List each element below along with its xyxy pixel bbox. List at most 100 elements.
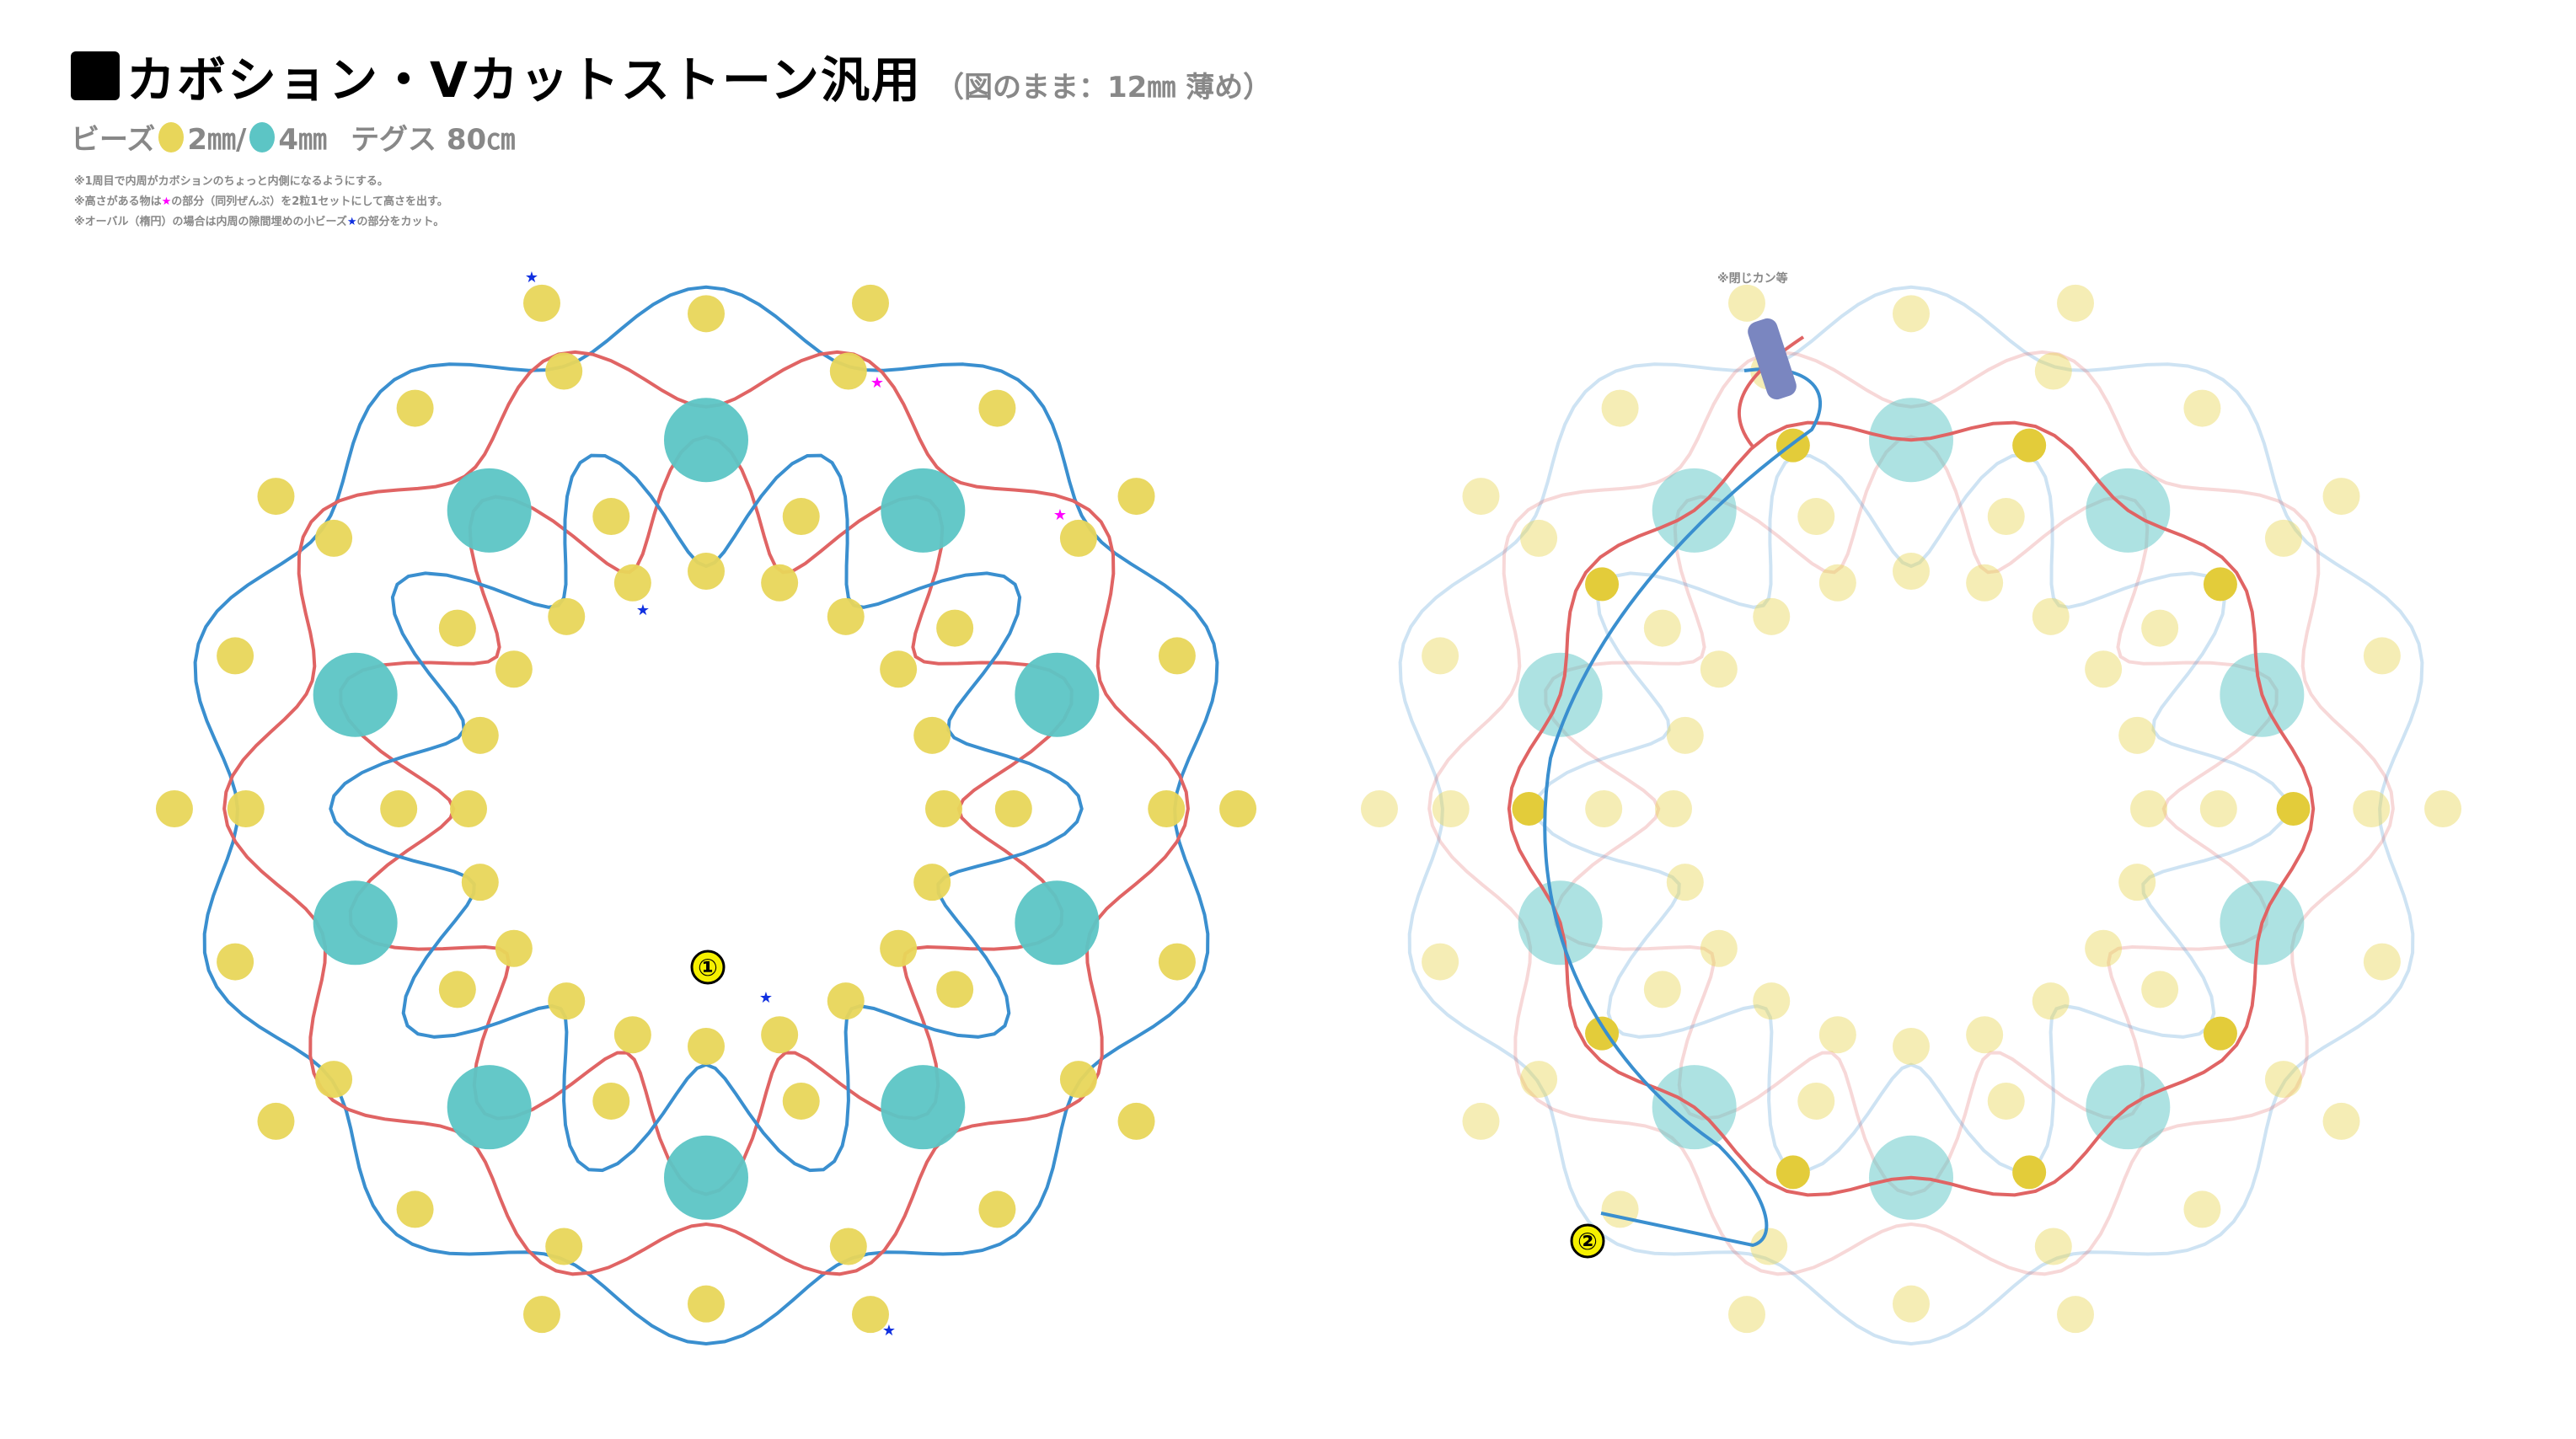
small-bead-swatch-icon — [158, 121, 185, 152]
small-bead — [688, 1285, 725, 1323]
small-bead — [2183, 1190, 2221, 1228]
small-bead — [1893, 1027, 1930, 1065]
small-bead — [1893, 1285, 1930, 1323]
small-bead — [880, 929, 918, 967]
small-bead — [1158, 637, 1196, 675]
small-bead — [1893, 553, 1930, 591]
small-bead — [2057, 284, 2095, 322]
small-bead — [155, 790, 193, 827]
small-bead — [2057, 1296, 2095, 1334]
current-bead — [2203, 1016, 2237, 1051]
title-square-icon — [71, 51, 120, 100]
small-bead — [1797, 498, 1835, 536]
small-bead — [545, 1228, 583, 1265]
small-bead — [1422, 943, 1459, 981]
small-bead — [1059, 519, 1097, 557]
small-bead — [1585, 790, 1623, 827]
small-bead — [217, 943, 254, 981]
small-bead — [2424, 790, 2462, 827]
small-bead — [2129, 790, 2167, 827]
small-bead — [1601, 389, 1639, 427]
note-text: ※オーバル（楕円）の場合は内周の隙間埋めの小ビーズ — [74, 216, 347, 228]
small-bead — [1750, 1228, 1788, 1265]
small-bead — [1148, 790, 1186, 827]
large-bead — [1015, 652, 1100, 737]
small-bead — [613, 1016, 651, 1054]
small-bead — [1893, 295, 1930, 333]
small-bead — [2199, 790, 2237, 827]
small-bead — [936, 609, 974, 647]
small-bead — [2363, 943, 2401, 981]
step-1-label: ① — [698, 954, 718, 982]
current-bead — [1585, 567, 1620, 602]
large-bead — [447, 1065, 532, 1150]
thread-blue-active — [1543, 367, 1823, 1248]
small-bead — [495, 650, 533, 688]
large-bead — [1015, 880, 1100, 966]
small-bead — [880, 650, 918, 688]
small-bead — [852, 1296, 890, 1334]
note-1: ※1周目で内周がカボションのちょっと内側になるようにする。 — [74, 172, 448, 192]
blue-star-icon: ★ — [759, 989, 773, 1007]
small-bead — [257, 1102, 295, 1140]
title-text: カボション・Vカットストーン汎用 — [126, 51, 922, 109]
note-3: ※オーバル（楕円）の場合は内周の隙間埋めの小ビーズ★の部分をカット。 — [74, 212, 448, 233]
small-bead — [2141, 971, 2179, 1008]
thread-red — [339, 435, 1074, 1196]
small-bead — [380, 790, 418, 827]
small-bead — [827, 982, 865, 1020]
small-bead — [1601, 1190, 1639, 1228]
small-bead — [227, 790, 265, 827]
thread-red-end — [1737, 335, 1805, 448]
thread-red — [1427, 350, 2395, 1276]
large-bead — [664, 1135, 748, 1220]
small-bead — [1818, 1016, 1856, 1054]
small-bead — [315, 519, 353, 557]
small-bead — [257, 478, 295, 516]
magenta-star-icon: ★ — [1053, 506, 1067, 524]
small-bead — [2085, 929, 2123, 967]
small-bead — [1818, 564, 1856, 602]
small-bead — [1753, 982, 1791, 1020]
small-bead — [613, 564, 651, 602]
note-text: ※1周目で内周がカボションのちょっと内側になるようにする。 — [74, 175, 388, 188]
current-bead — [1512, 792, 1546, 826]
large-bead — [664, 398, 748, 483]
small-bead — [1520, 1061, 1558, 1099]
small-bead — [936, 971, 974, 1008]
diagram-step-2 — [1360, 284, 2462, 1346]
small-bead — [592, 498, 630, 536]
small-bead — [2183, 389, 2221, 427]
small-bead — [688, 1027, 725, 1065]
small-bead — [495, 929, 533, 967]
small-bead — [548, 982, 586, 1020]
small-bead — [994, 790, 1032, 827]
small-bead — [688, 295, 725, 333]
small-bead — [1360, 790, 1398, 827]
small-bead — [852, 284, 890, 322]
small-bead — [1432, 790, 1470, 827]
highlighted-beads — [1512, 428, 2311, 1190]
small-bead — [2034, 352, 2072, 390]
blue-star-icon: ★ — [525, 269, 538, 286]
small-bead — [2322, 1102, 2360, 1140]
small-bead — [761, 1016, 799, 1054]
thread-blue — [329, 453, 1084, 1173]
thread-blue — [1398, 285, 2424, 1346]
beads — [1360, 284, 2462, 1334]
small-bead — [2264, 1061, 2302, 1099]
small-bead — [2032, 597, 2070, 635]
clasp-icon — [1748, 318, 1797, 400]
small-bead — [1666, 716, 1704, 754]
small-bead — [1219, 790, 1257, 827]
small-bead — [1643, 609, 1681, 647]
small-bead — [522, 1296, 560, 1334]
current-bead — [2012, 1155, 2047, 1190]
thread-red — [222, 350, 1190, 1276]
small-bead — [592, 1082, 630, 1120]
title-subtitle: （図のまま：12㎜ 薄め） — [935, 71, 1272, 104]
small-bead — [2353, 790, 2391, 827]
large-bead — [881, 468, 966, 553]
step-2-marker: ② — [1570, 1223, 1605, 1259]
